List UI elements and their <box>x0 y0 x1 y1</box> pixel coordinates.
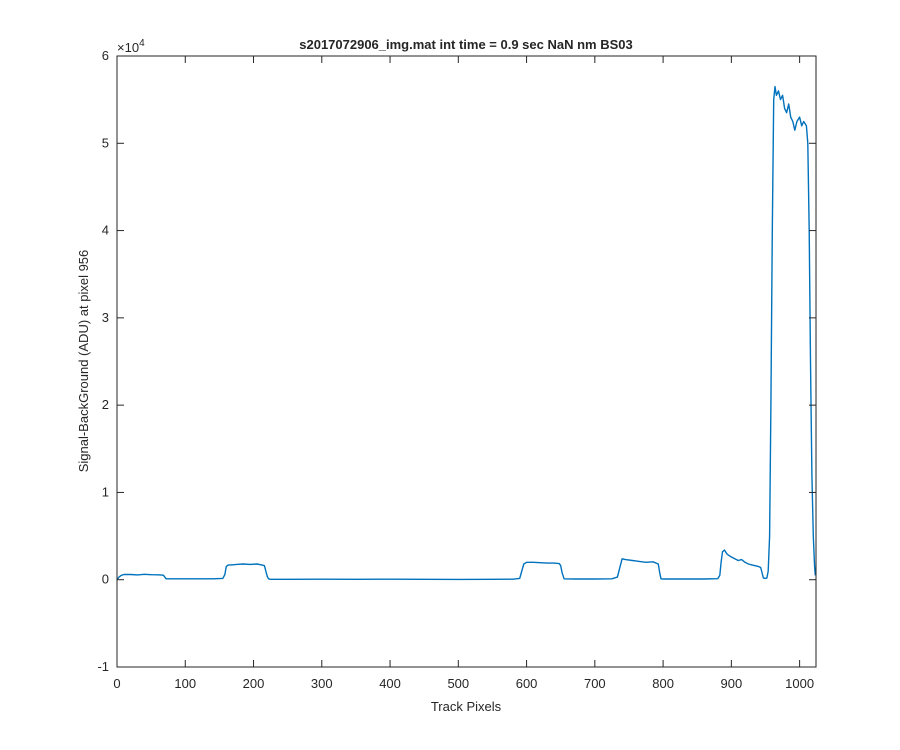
y-axis-label: Signal-BackGround (ADU) at pixel 956 <box>76 250 91 473</box>
x-axis-ticks: 0 100 200 300 400 500 600 700 800 900 1000 <box>113 56 814 691</box>
y-tick-label: 0 <box>102 572 109 587</box>
y-tick-label: 3 <box>102 310 109 325</box>
series-line-1 <box>116 85 816 581</box>
y-tick-label: 4 <box>102 223 109 238</box>
x-axis-label: Track Pixels <box>431 699 502 714</box>
y-tick-label: 6 <box>102 48 109 63</box>
x-tick-label: 900 <box>721 676 743 691</box>
x-tick-label: 500 <box>447 676 469 691</box>
y-axis-ticks: -1 0 1 2 3 4 5 6 <box>97 48 816 674</box>
y-tick-label: 5 <box>102 135 109 150</box>
x-tick-label: 300 <box>311 676 333 691</box>
chart-title: s2017072906_img.mat int time = 0.9 sec N… <box>299 37 633 52</box>
x-tick-label: 800 <box>652 676 674 691</box>
x-tick-label: 700 <box>584 676 606 691</box>
x-tick-label: 0 <box>113 676 120 691</box>
y-tick-label: 1 <box>102 484 109 499</box>
x-tick-label: 200 <box>243 676 265 691</box>
series-layer <box>116 85 816 581</box>
y-tick-label: 2 <box>102 397 109 412</box>
plot-area <box>117 56 816 667</box>
x-tick-label: 600 <box>516 676 538 691</box>
x-tick-label: 1000 <box>785 676 814 691</box>
x-tick-label: 400 <box>379 676 401 691</box>
y-exponent-label: ×104 <box>117 38 145 55</box>
y-tick-label: -1 <box>97 659 109 674</box>
x-tick-label: 100 <box>174 676 196 691</box>
axes-box <box>116 55 817 668</box>
